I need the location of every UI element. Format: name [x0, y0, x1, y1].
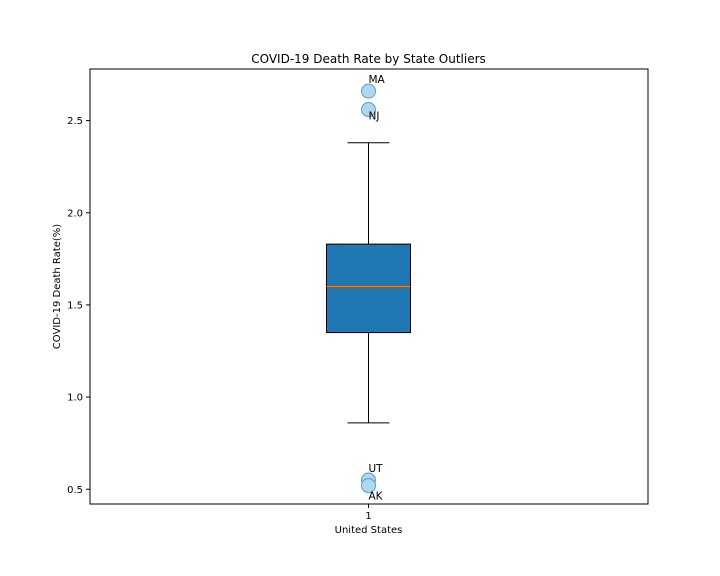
y-tick-label: 1.0: [67, 393, 83, 404]
outlier-label-nj: NJ: [369, 111, 380, 123]
outlier-label-ak: AK: [369, 491, 384, 503]
chart-title: COVID-19 Death Rate by State Outliers: [251, 52, 486, 66]
x-tick-label: 1: [365, 511, 371, 522]
y-tick-label: 2.5: [67, 116, 83, 127]
outlier-label-ut: UT: [369, 463, 384, 475]
y-tick-label: 2.0: [67, 208, 83, 219]
y-tick-label: 0.5: [67, 485, 83, 496]
y-axis-label: COVID-19 Death Rate(%): [52, 224, 63, 349]
plot-area: 0.5 1.0 1.5 2.0 2.5 1 MA NJ UT AK: [67, 68, 649, 522]
outlier-label-ma: MA: [369, 74, 386, 86]
iqr-box: [326, 243, 411, 334]
x-axis-label: United States: [335, 525, 403, 536]
y-tick-label: 1.5: [67, 300, 83, 311]
outlier-point-ak: [361, 478, 376, 494]
outlier-point-ma: [361, 83, 376, 99]
outlier-point-nj: [361, 102, 376, 118]
